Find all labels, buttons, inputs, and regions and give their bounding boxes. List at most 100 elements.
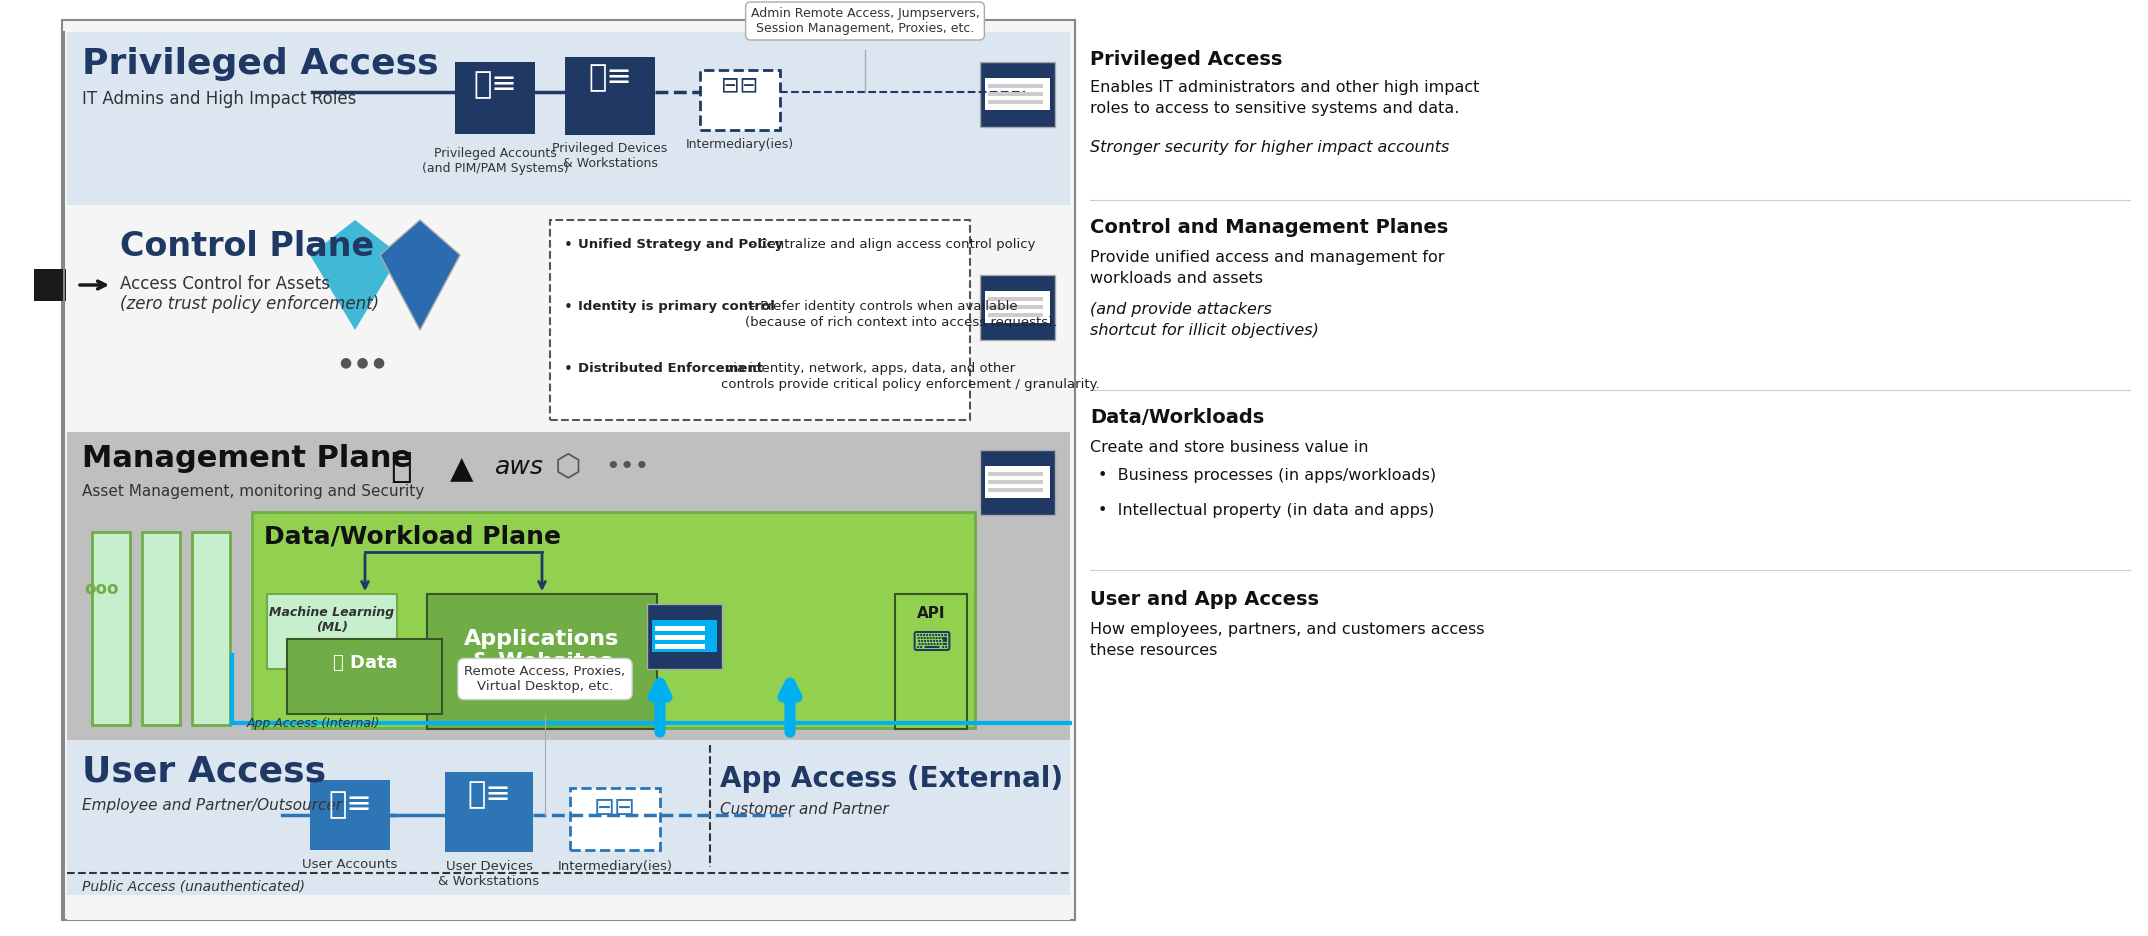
FancyBboxPatch shape <box>251 512 975 728</box>
Text: User and App Access: User and App Access <box>1089 590 1319 609</box>
FancyBboxPatch shape <box>67 895 1070 920</box>
FancyBboxPatch shape <box>896 594 967 729</box>
Text: Public Access (unauthenticated): Public Access (unauthenticated) <box>82 880 305 894</box>
Text: App Access (External): App Access (External) <box>720 765 1063 793</box>
Text: (zero trust policy enforcement): (zero trust policy enforcement) <box>120 295 380 313</box>
Text: Privileged Access: Privileged Access <box>82 47 438 81</box>
Text: Data/Workload Plane: Data/Workload Plane <box>264 524 561 548</box>
Text: API: API <box>917 606 945 621</box>
Polygon shape <box>309 220 400 330</box>
FancyBboxPatch shape <box>986 281 1050 291</box>
FancyBboxPatch shape <box>550 220 971 420</box>
Text: 🖥≡: 🖥≡ <box>589 63 632 92</box>
FancyBboxPatch shape <box>988 297 1044 301</box>
Text: via identity, network, apps, data, and other
controls provide critical policy en: via identity, network, apps, data, and o… <box>720 362 1100 391</box>
Text: Management Plane: Management Plane <box>82 444 412 473</box>
Text: ● ● ●: ● ● ● <box>339 355 384 369</box>
Text: 🗄 Data: 🗄 Data <box>333 654 397 672</box>
FancyBboxPatch shape <box>445 772 533 852</box>
Text: App Access (Internal): App Access (Internal) <box>247 717 380 730</box>
FancyBboxPatch shape <box>288 639 442 714</box>
FancyBboxPatch shape <box>655 626 705 631</box>
Text: ooo: ooo <box>84 580 118 598</box>
FancyBboxPatch shape <box>67 740 1070 895</box>
FancyBboxPatch shape <box>653 610 717 620</box>
Text: •: • <box>565 300 574 315</box>
FancyBboxPatch shape <box>309 780 391 850</box>
Text: (and provide attackers
shortcut for illicit objectives): (and provide attackers shortcut for illi… <box>1089 302 1319 338</box>
Text: Privileged Devices
& Workstations: Privileged Devices & Workstations <box>552 142 668 170</box>
FancyBboxPatch shape <box>191 532 230 725</box>
Text: Customer and Partner: Customer and Partner <box>720 802 889 817</box>
Text: ▲: ▲ <box>449 455 473 484</box>
FancyBboxPatch shape <box>988 313 1044 317</box>
Text: IT Admins and High Impact Roles: IT Admins and High Impact Roles <box>82 90 357 108</box>
Text: Distributed Enforcement: Distributed Enforcement <box>578 362 763 375</box>
FancyBboxPatch shape <box>986 456 1050 498</box>
FancyBboxPatch shape <box>988 488 1044 492</box>
Text: •: • <box>565 362 574 377</box>
FancyBboxPatch shape <box>266 594 397 669</box>
Text: Admin Remote Access, Jumpservers,
Session Management, Proxies, etc.: Admin Remote Access, Jumpservers, Sessio… <box>750 7 979 35</box>
Text: •: • <box>565 238 574 253</box>
Text: Privileged Access: Privileged Access <box>1089 50 1282 69</box>
FancyBboxPatch shape <box>142 532 180 725</box>
FancyBboxPatch shape <box>988 480 1044 484</box>
FancyBboxPatch shape <box>986 456 1050 466</box>
Text: •  Intellectual property (in data and apps): • Intellectual property (in data and app… <box>1098 503 1435 518</box>
Text: Machine Learning
(ML): Machine Learning (ML) <box>268 606 395 634</box>
Text: 👤≡: 👤≡ <box>473 70 518 99</box>
FancyBboxPatch shape <box>62 20 1074 920</box>
Text: ⬡: ⬡ <box>554 453 582 482</box>
FancyBboxPatch shape <box>655 644 705 649</box>
FancyBboxPatch shape <box>565 57 655 135</box>
FancyBboxPatch shape <box>988 472 1044 476</box>
Text: Intermediary(ies): Intermediary(ies) <box>685 138 795 151</box>
Text: ⊟⊟: ⊟⊟ <box>722 75 758 95</box>
FancyBboxPatch shape <box>979 62 1055 127</box>
Text: Employee and Partner/Outsourcer: Employee and Partner/Outsourcer <box>82 798 342 813</box>
FancyBboxPatch shape <box>427 594 657 729</box>
Text: Stronger security for higher impact accounts: Stronger security for higher impact acco… <box>1089 140 1450 155</box>
Text: aws: aws <box>494 455 543 479</box>
Text: Identity is primary control: Identity is primary control <box>578 300 775 313</box>
FancyBboxPatch shape <box>455 62 535 134</box>
Text: ⌨: ⌨ <box>911 629 952 657</box>
Text: User Access: User Access <box>82 755 326 789</box>
Text: Remote Access, Proxies,
Virtual Desktop, etc.: Remote Access, Proxies, Virtual Desktop,… <box>464 665 625 693</box>
Text: Intermediary(ies): Intermediary(ies) <box>558 860 672 873</box>
FancyBboxPatch shape <box>653 610 717 652</box>
FancyBboxPatch shape <box>988 84 1044 88</box>
FancyBboxPatch shape <box>986 68 1050 78</box>
Text: Provide unified access and management for
workloads and assets: Provide unified access and management fo… <box>1089 250 1443 286</box>
FancyBboxPatch shape <box>67 432 1070 740</box>
FancyBboxPatch shape <box>92 532 131 725</box>
Text: User Accounts: User Accounts <box>303 858 397 871</box>
Polygon shape <box>380 220 460 330</box>
FancyBboxPatch shape <box>986 68 1050 110</box>
FancyBboxPatch shape <box>655 635 705 640</box>
Text: Asset Management, monitoring and Security: Asset Management, monitoring and Securit… <box>82 484 425 499</box>
Text: Control Plane: Control Plane <box>120 230 374 263</box>
FancyBboxPatch shape <box>988 92 1044 96</box>
FancyBboxPatch shape <box>569 788 659 850</box>
Text: Applications
& Websites: Applications & Websites <box>464 629 619 672</box>
Text: - Centralize and align access control policy: - Centralize and align access control po… <box>745 238 1035 251</box>
FancyBboxPatch shape <box>647 604 722 669</box>
Text: Privileged Accounts
(and PIM/PAM Systems): Privileged Accounts (and PIM/PAM Systems… <box>421 147 569 175</box>
Text: Control and Management Planes: Control and Management Planes <box>1089 218 1448 237</box>
Text: How employees, partners, and customers access
these resources: How employees, partners, and customers a… <box>1089 622 1484 658</box>
FancyBboxPatch shape <box>700 70 780 130</box>
FancyBboxPatch shape <box>67 32 1070 205</box>
FancyBboxPatch shape <box>986 281 1050 323</box>
Text: Unified Strategy and Policy: Unified Strategy and Policy <box>578 238 784 251</box>
Text: Create and store business value in: Create and store business value in <box>1089 440 1368 455</box>
Text: ⊟⊟: ⊟⊟ <box>595 796 636 820</box>
Text: Data/Workloads: Data/Workloads <box>1089 408 1265 427</box>
Text: •  Business processes (in apps/workloads): • Business processes (in apps/workloads) <box>1098 468 1437 483</box>
FancyBboxPatch shape <box>979 450 1055 515</box>
Text: Access Control for Assets: Access Control for Assets <box>120 275 331 293</box>
Text: Enables IT administrators and other high impact
roles to access to sensitive sys: Enables IT administrators and other high… <box>1089 80 1480 116</box>
FancyBboxPatch shape <box>988 100 1044 104</box>
FancyBboxPatch shape <box>988 305 1044 309</box>
